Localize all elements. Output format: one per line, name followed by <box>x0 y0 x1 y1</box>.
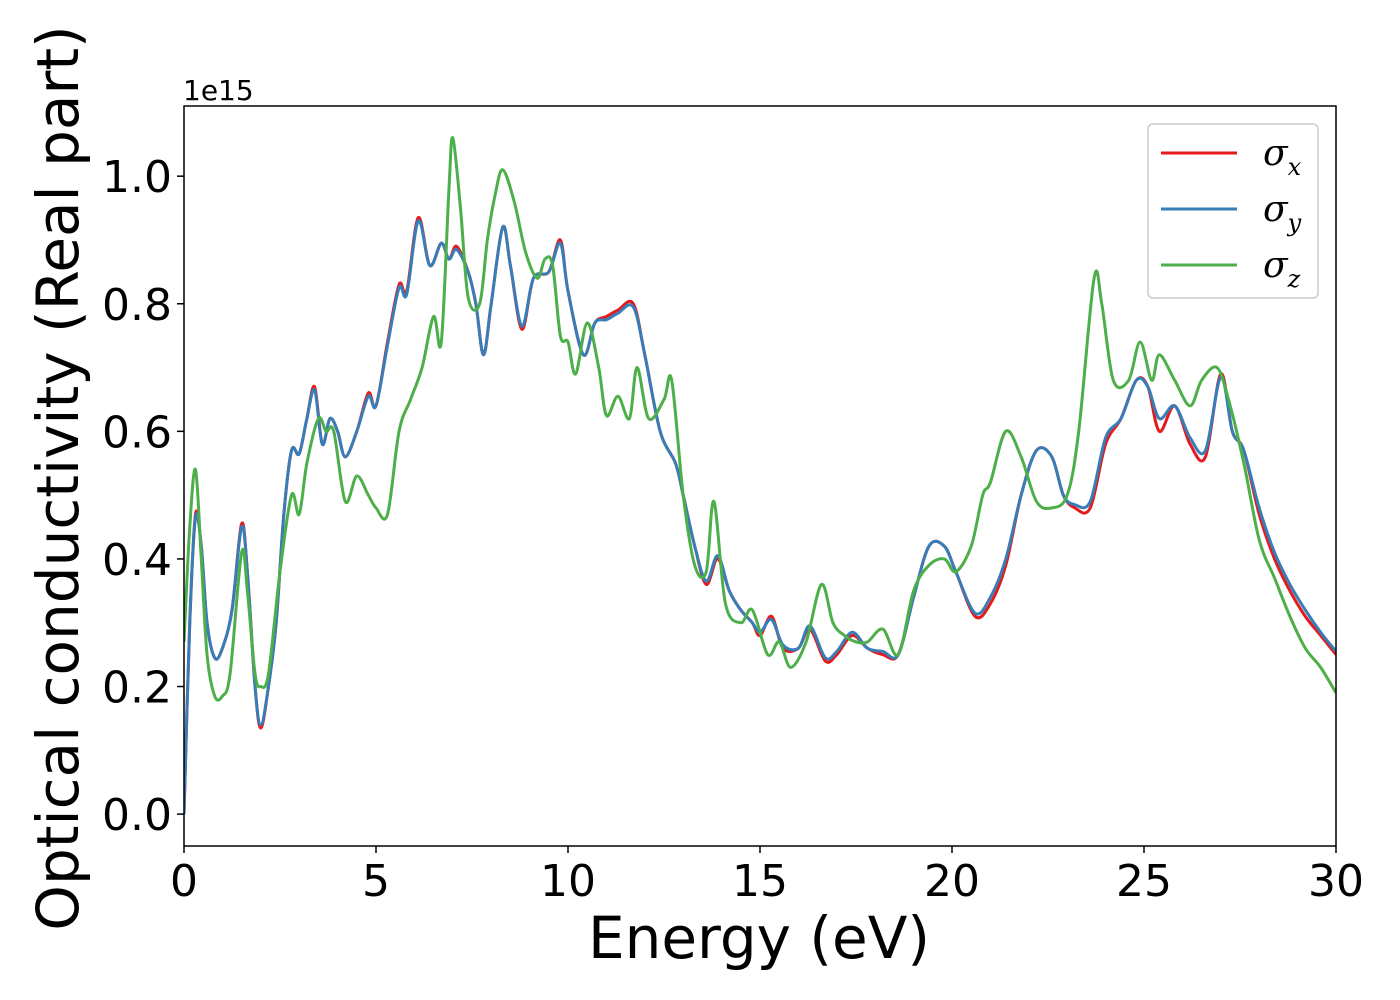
series-line-sigma-y <box>184 219 1336 815</box>
x-tick-label: 5 <box>362 856 390 907</box>
x-tick-label: 10 <box>540 856 596 907</box>
series-line-sigma-x <box>184 216 1336 815</box>
legend-label-sigma-x: σx <box>1263 133 1302 181</box>
x-tick-label: 0 <box>170 856 198 907</box>
y-axis-title: Optical conductivity (Real part) <box>24 25 92 930</box>
x-tick-label: 15 <box>732 856 788 907</box>
y-tick-label: 0.0 <box>102 790 172 841</box>
y-tick-label: 1.0 <box>102 152 172 203</box>
axes: 0 5 10 15 20 25 30 0.0 0.2 0.4 0.6 0.8 1.0 <box>102 105 1364 907</box>
y-offset-label: 1e15 <box>183 74 254 107</box>
plot-area <box>184 136 1336 815</box>
y-tick-label: 0.8 <box>102 280 172 331</box>
x-tick-label: 30 <box>1308 856 1364 907</box>
legend-box <box>1147 123 1319 299</box>
x-tick-label: 20 <box>924 856 980 907</box>
y-tick-label: 0.2 <box>102 663 172 714</box>
y-tick-label: 0.6 <box>102 407 172 458</box>
x-tick-label: 25 <box>1116 856 1172 907</box>
series-line-sigma-z <box>184 136 1336 702</box>
x-axis-title: Energy (eV) <box>588 904 930 972</box>
y-tick-label: 0.4 <box>102 535 172 586</box>
